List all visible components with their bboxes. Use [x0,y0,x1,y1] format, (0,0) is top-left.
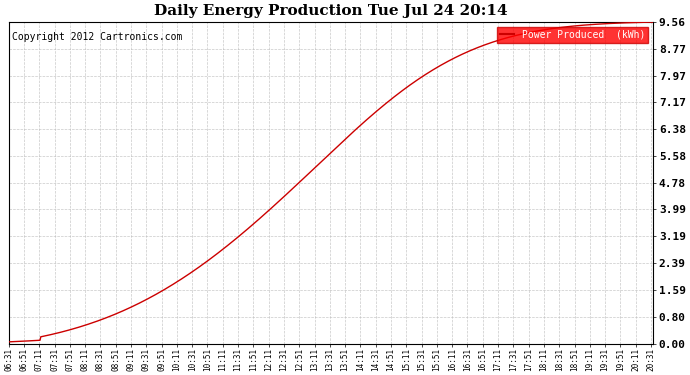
Title: Daily Energy Production Tue Jul 24 20:14: Daily Energy Production Tue Jul 24 20:14 [154,4,508,18]
Legend: Power Produced  (kWh): Power Produced (kWh) [497,27,649,43]
Text: Copyright 2012 Cartronics.com: Copyright 2012 Cartronics.com [12,32,182,42]
